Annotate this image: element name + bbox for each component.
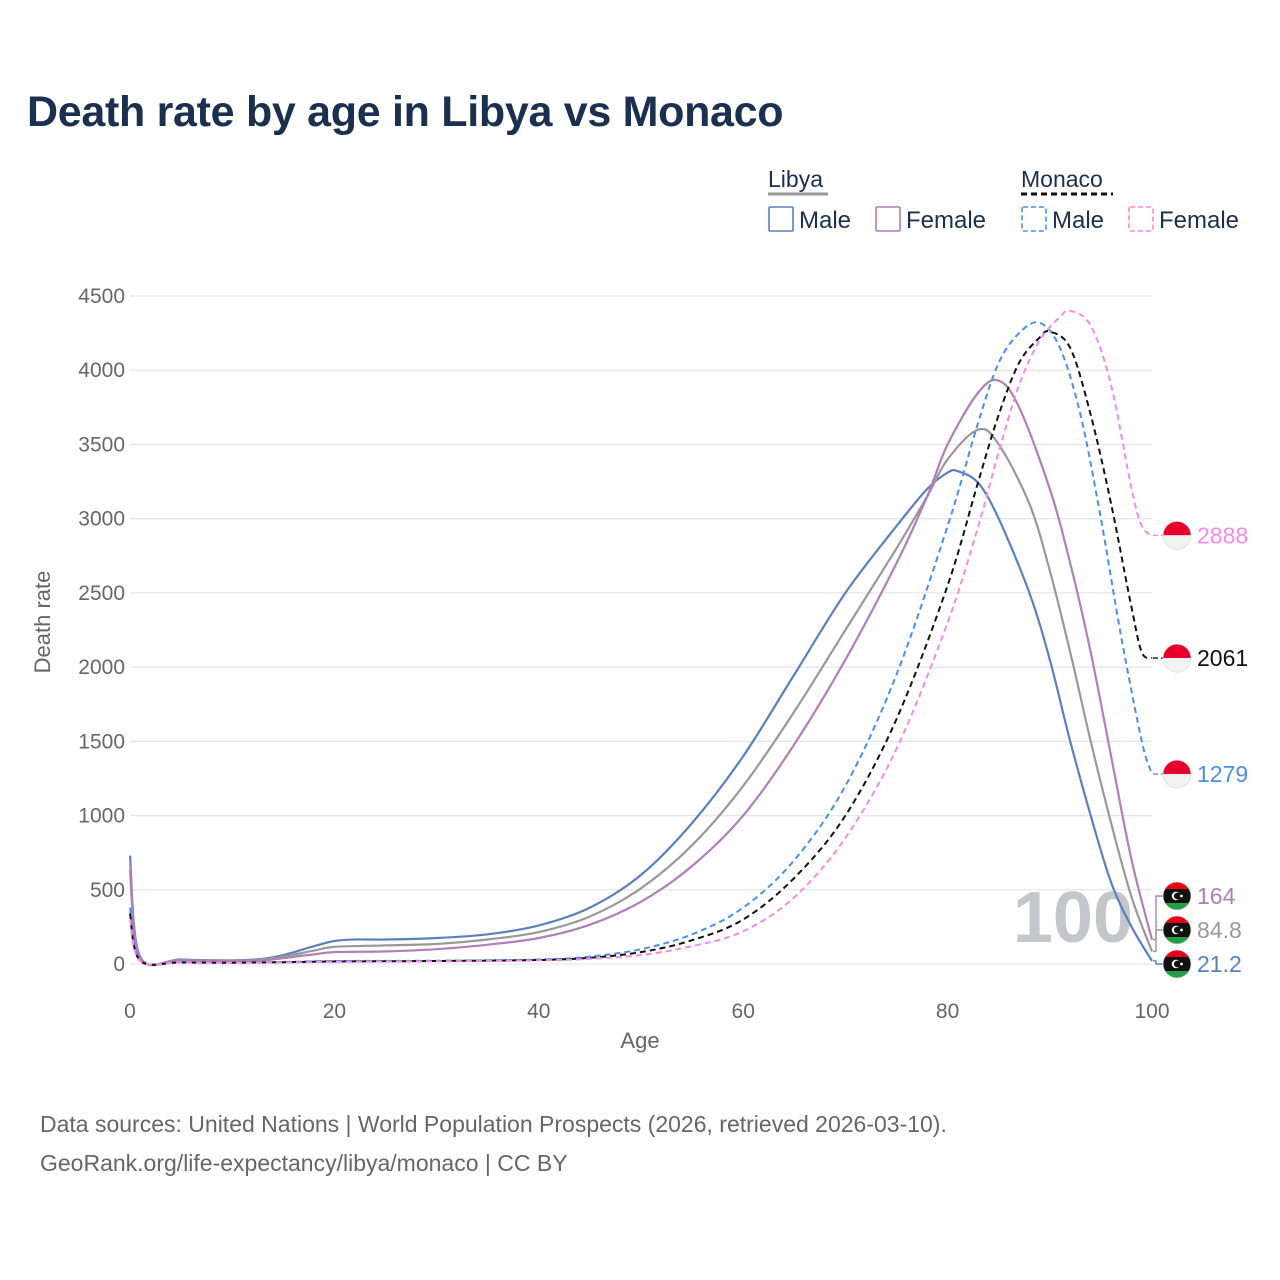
legend-group-monaco: Monaco — [1021, 166, 1103, 192]
footer: Data sources: United Nations | World Pop… — [40, 1105, 947, 1183]
legend-item-libya-female[interactable]: Female — [906, 207, 986, 234]
monaco-flag-icon — [1162, 643, 1192, 673]
y-axis-title: Death rate — [30, 571, 55, 674]
y-tick-label: 3000 — [78, 508, 125, 531]
footer-link[interactable]: GeoRank.org/life-expectancy/libya/monaco… — [40, 1150, 568, 1176]
y-tick-label: 4000 — [78, 359, 125, 382]
end-connector — [1153, 895, 1163, 941]
grid — [130, 295, 1152, 965]
end-connector — [1153, 960, 1163, 965]
y-tick-label: 2000 — [78, 656, 125, 679]
y-tick-label: 2500 — [78, 582, 125, 605]
y-tick-label: 500 — [90, 879, 125, 902]
y-axis: 0 500 1000 1500 2000 2500 3000 3500 4000 4500 — [78, 285, 125, 976]
series-line-libya-male[interactable] — [128, 468, 1153, 967]
legend-swatch[interactable] — [768, 206, 794, 232]
series-line-libya-female[interactable] — [128, 378, 1154, 967]
legend-group-libya: Libya — [768, 166, 823, 192]
end-value-libya-male: 21.2 — [1197, 951, 1242, 977]
chart-title: Death rate by age in Libya vs Monaco — [27, 88, 784, 136]
x-tick-label: 80 — [936, 1000, 959, 1023]
series-line-monaco-female[interactable] — [129, 309, 1153, 966]
x-tick-label: 60 — [732, 1000, 755, 1023]
y-tick-label: 0 — [113, 953, 125, 976]
end-value-monaco-female: 2888 — [1197, 522, 1248, 548]
libya-flag-icon — [1162, 949, 1192, 979]
legend-item-monaco-male[interactable]: Male — [1052, 207, 1104, 234]
end-labels: 2888 2061 1279 164 84.8 21.2 — [1153, 520, 1248, 979]
series-line-monaco-total[interactable] — [129, 330, 1153, 966]
x-axis-title: Age — [620, 1028, 659, 1053]
y-tick-label: 4500 — [78, 285, 125, 308]
monaco-flag-icon — [1162, 759, 1192, 789]
legend-item-libya-male[interactable]: Male — [799, 207, 851, 234]
libya-flag-icon — [1162, 881, 1192, 911]
libya-flag-icon — [1162, 915, 1192, 945]
y-tick-label: 1500 — [78, 730, 125, 753]
end-value-libya-total: 84.8 — [1197, 917, 1242, 943]
monaco-flag-icon — [1162, 520, 1192, 550]
end-value-monaco-total: 2061 — [1197, 645, 1248, 671]
end-value-libya-female: 164 — [1197, 883, 1236, 909]
legend-item-monaco-female[interactable]: Female — [1159, 207, 1239, 234]
legend-swatch[interactable] — [875, 206, 901, 232]
x-tick-label: 100 — [1134, 1000, 1169, 1023]
x-axis: 0 20 40 60 80 100 — [124, 1000, 1169, 1023]
x-tick-label: 0 — [124, 1000, 136, 1023]
y-tick-label: 1000 — [78, 805, 125, 828]
series-lines — [128, 309, 1154, 967]
legend-swatch[interactable] — [1128, 206, 1154, 232]
legend-swatch[interactable] — [1021, 206, 1047, 232]
legend: Libya Male Female Monaco Male Female — [768, 166, 1239, 234]
year-watermark: 100 — [1013, 878, 1133, 958]
end-value-monaco-male: 1279 — [1197, 761, 1248, 787]
x-tick-label: 40 — [527, 1000, 550, 1023]
series-line-monaco-male[interactable] — [129, 321, 1153, 966]
footer-sources: Data sources: United Nations | World Pop… — [40, 1111, 947, 1137]
x-tick-label: 20 — [323, 1000, 346, 1023]
y-tick-label: 3500 — [78, 433, 125, 456]
end-connector — [1153, 929, 1163, 953]
series-line-libya-total[interactable] — [128, 427, 1154, 967]
